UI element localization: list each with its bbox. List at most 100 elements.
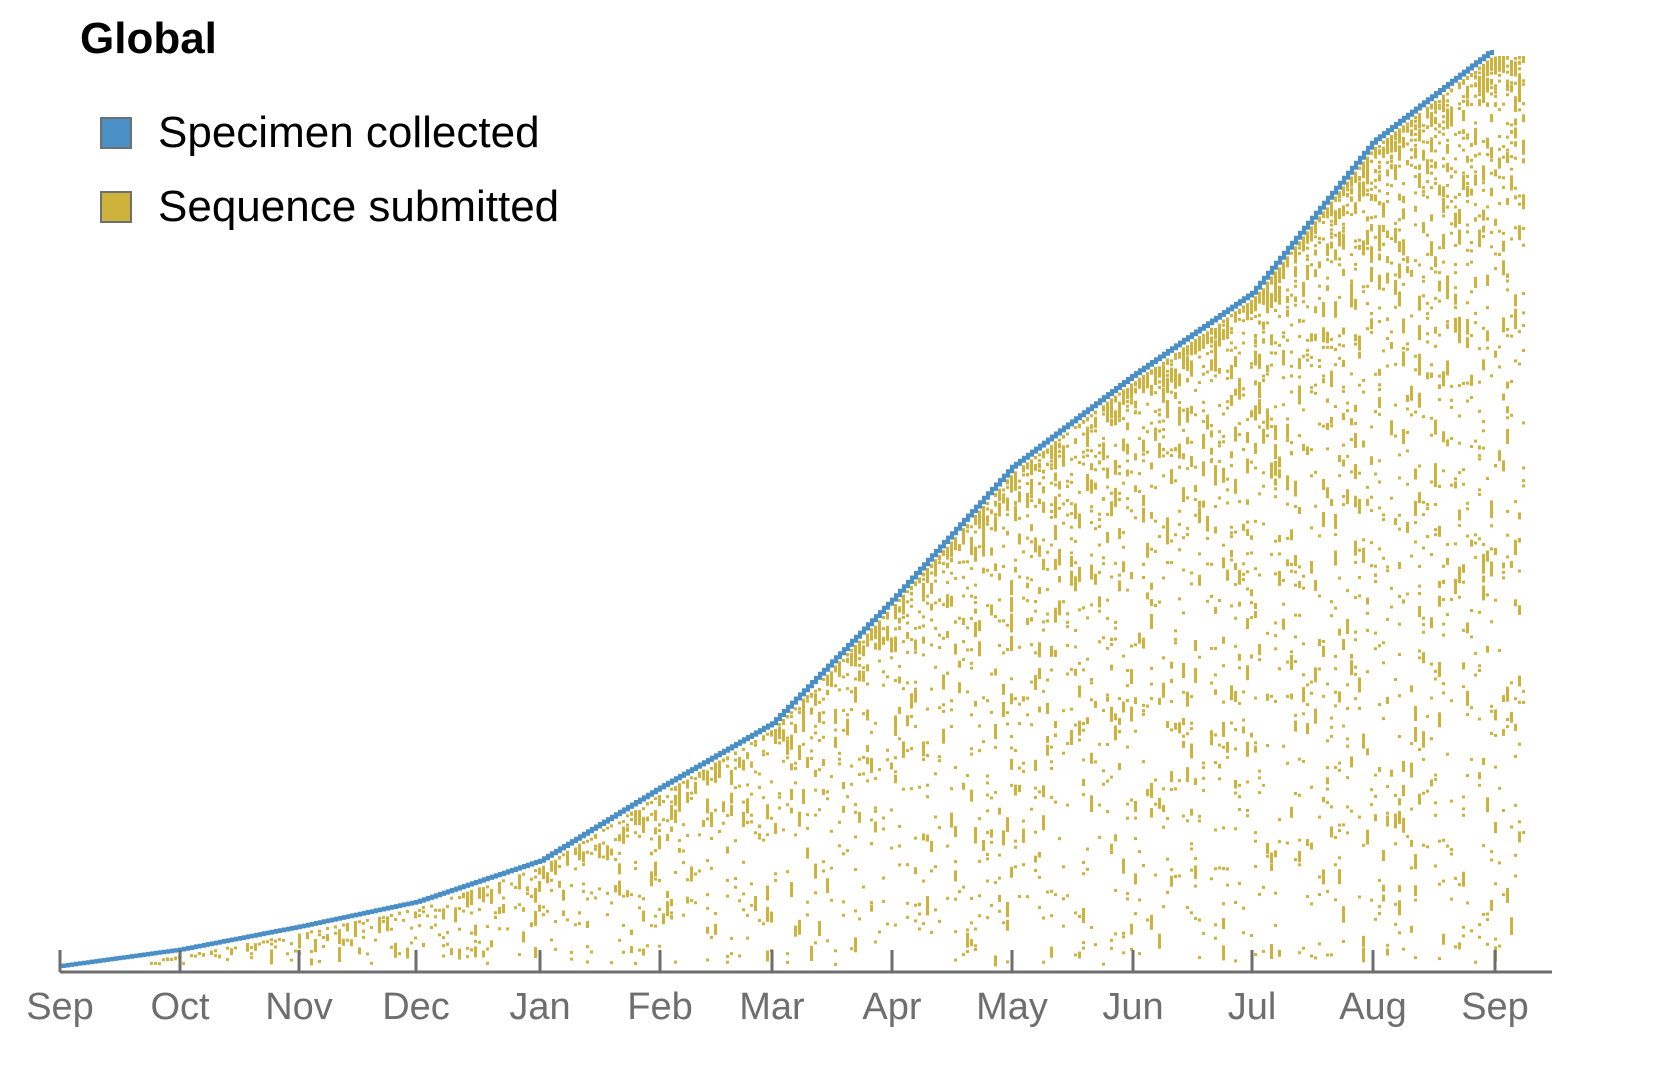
- sequence-cell: [1238, 569, 1241, 585]
- sequence-cell: [1398, 164, 1401, 168]
- sequence-cell: [562, 910, 565, 914]
- sequence-cell: [1110, 419, 1113, 426]
- sequence-cell: [1370, 259, 1373, 263]
- sequence-cell: [818, 688, 821, 691]
- sequence-cell: [1438, 386, 1441, 390]
- sequence-cell: [1262, 435, 1265, 439]
- sequence-cell: [1110, 400, 1113, 415]
- sequence-cell: [1358, 195, 1361, 199]
- sequence-cell: [1014, 839, 1017, 843]
- sequence-cell: [1126, 443, 1129, 455]
- sequence-cell: [930, 841, 933, 852]
- sequence-cell: [1490, 620, 1493, 624]
- sequence-cell: [1474, 960, 1477, 964]
- sequence-cell: [838, 661, 841, 677]
- sequence-cell: [1210, 877, 1213, 881]
- sequence-cell: [982, 524, 985, 539]
- sequence-cell: [1518, 820, 1521, 824]
- sequence-cell: [622, 826, 625, 842]
- sequence-cell: [1490, 524, 1493, 528]
- sequence-cell: [714, 808, 717, 812]
- sequence-cell: [1166, 857, 1169, 861]
- sequence-cell: [1222, 636, 1225, 644]
- sequence-cell: [1298, 613, 1301, 617]
- sequence-cell: [318, 959, 321, 963]
- sequence-cell: [854, 677, 857, 681]
- sequence-cell: [1170, 561, 1173, 565]
- sequence-cell: [1374, 185, 1377, 189]
- sequence-cell: [850, 764, 853, 768]
- sequence-cell: [1130, 798, 1133, 802]
- sequence-cell: [1330, 260, 1333, 264]
- sequence-cell: [810, 946, 813, 961]
- sequence-cell: [1266, 372, 1269, 376]
- sequence-cell: [1234, 583, 1237, 586]
- sequence-cell: [1390, 496, 1393, 500]
- sequence-cell: [1010, 636, 1013, 651]
- sequence-cell: [1450, 436, 1453, 440]
- sequence-cell: [1090, 603, 1093, 607]
- sequence-cell: [270, 938, 273, 942]
- sequence-cell: [1310, 785, 1313, 789]
- sequence-cell: [670, 828, 673, 832]
- sequence-cell: [1230, 370, 1233, 374]
- sequence-cell: [1494, 63, 1497, 67]
- sequence-cell: [690, 791, 693, 795]
- sequence-cell: [1082, 907, 1085, 923]
- sequence-cell: [1390, 164, 1393, 167]
- sequence-cell: [926, 903, 929, 906]
- sequence-cell: [922, 653, 925, 657]
- sequence-cell: [1306, 703, 1309, 707]
- sequence-cell: [758, 833, 761, 837]
- sequence-cell: [1386, 256, 1389, 264]
- sequence-cell: [750, 742, 753, 746]
- sequence-cell: [1258, 387, 1261, 398]
- sequence-cell: [930, 931, 933, 934]
- sequence-cell: [858, 663, 861, 667]
- sequence-cell: [1498, 73, 1501, 77]
- sequence-cell: [1002, 830, 1005, 846]
- sequence-cell: [710, 777, 713, 781]
- sequence-cell: [1054, 483, 1057, 487]
- sequence-cell: [1118, 465, 1121, 469]
- sequence-cell: [1498, 861, 1501, 865]
- sequence-cell: [1414, 147, 1417, 159]
- sequence-cell: [1490, 114, 1493, 118]
- sequence-cell: [1090, 926, 1093, 929]
- sequence-cell: [1434, 181, 1437, 185]
- sequence-cell: [1406, 266, 1409, 274]
- sequence-cell: [502, 904, 505, 911]
- sequence-cell: [1426, 535, 1429, 539]
- sequence-cell: [1350, 183, 1353, 187]
- sequence-cell: [1014, 515, 1017, 519]
- sequence-cell: [746, 936, 749, 940]
- sequence-cell: [1254, 341, 1257, 344]
- sequence-cell: [798, 710, 801, 714]
- sequence-cell: [1242, 690, 1245, 694]
- sequence-cell: [986, 568, 989, 572]
- sequence-cell: [942, 636, 945, 640]
- sequence-cell: [1046, 735, 1049, 743]
- sequence-cell: [1478, 772, 1481, 780]
- sequence-cell: [1146, 450, 1149, 454]
- sequence-cell: [1414, 175, 1417, 179]
- sequence-cell: [1162, 428, 1165, 431]
- sequence-cell: [1446, 439, 1449, 447]
- sequence-cell: [726, 764, 729, 768]
- sequence-cell: [690, 796, 693, 800]
- sequence-cell: [862, 645, 865, 657]
- sequence-cell: [1210, 327, 1213, 335]
- sequence-cell: [966, 626, 969, 630]
- sequence-cell: [1026, 617, 1029, 625]
- sequence-cell: [1254, 442, 1257, 454]
- sequence-cell: [1078, 513, 1081, 529]
- sequence-cell: [970, 790, 973, 802]
- sequence-cell: [1102, 436, 1105, 440]
- sequence-cell: [1014, 566, 1017, 570]
- sequence-cell: [790, 810, 793, 814]
- sequence-cell: [1478, 935, 1481, 939]
- sequence-cell: [1030, 540, 1033, 544]
- sequence-cell: [1458, 328, 1461, 344]
- sequence-cell: [1118, 573, 1121, 577]
- sequence-cell: [1446, 119, 1449, 123]
